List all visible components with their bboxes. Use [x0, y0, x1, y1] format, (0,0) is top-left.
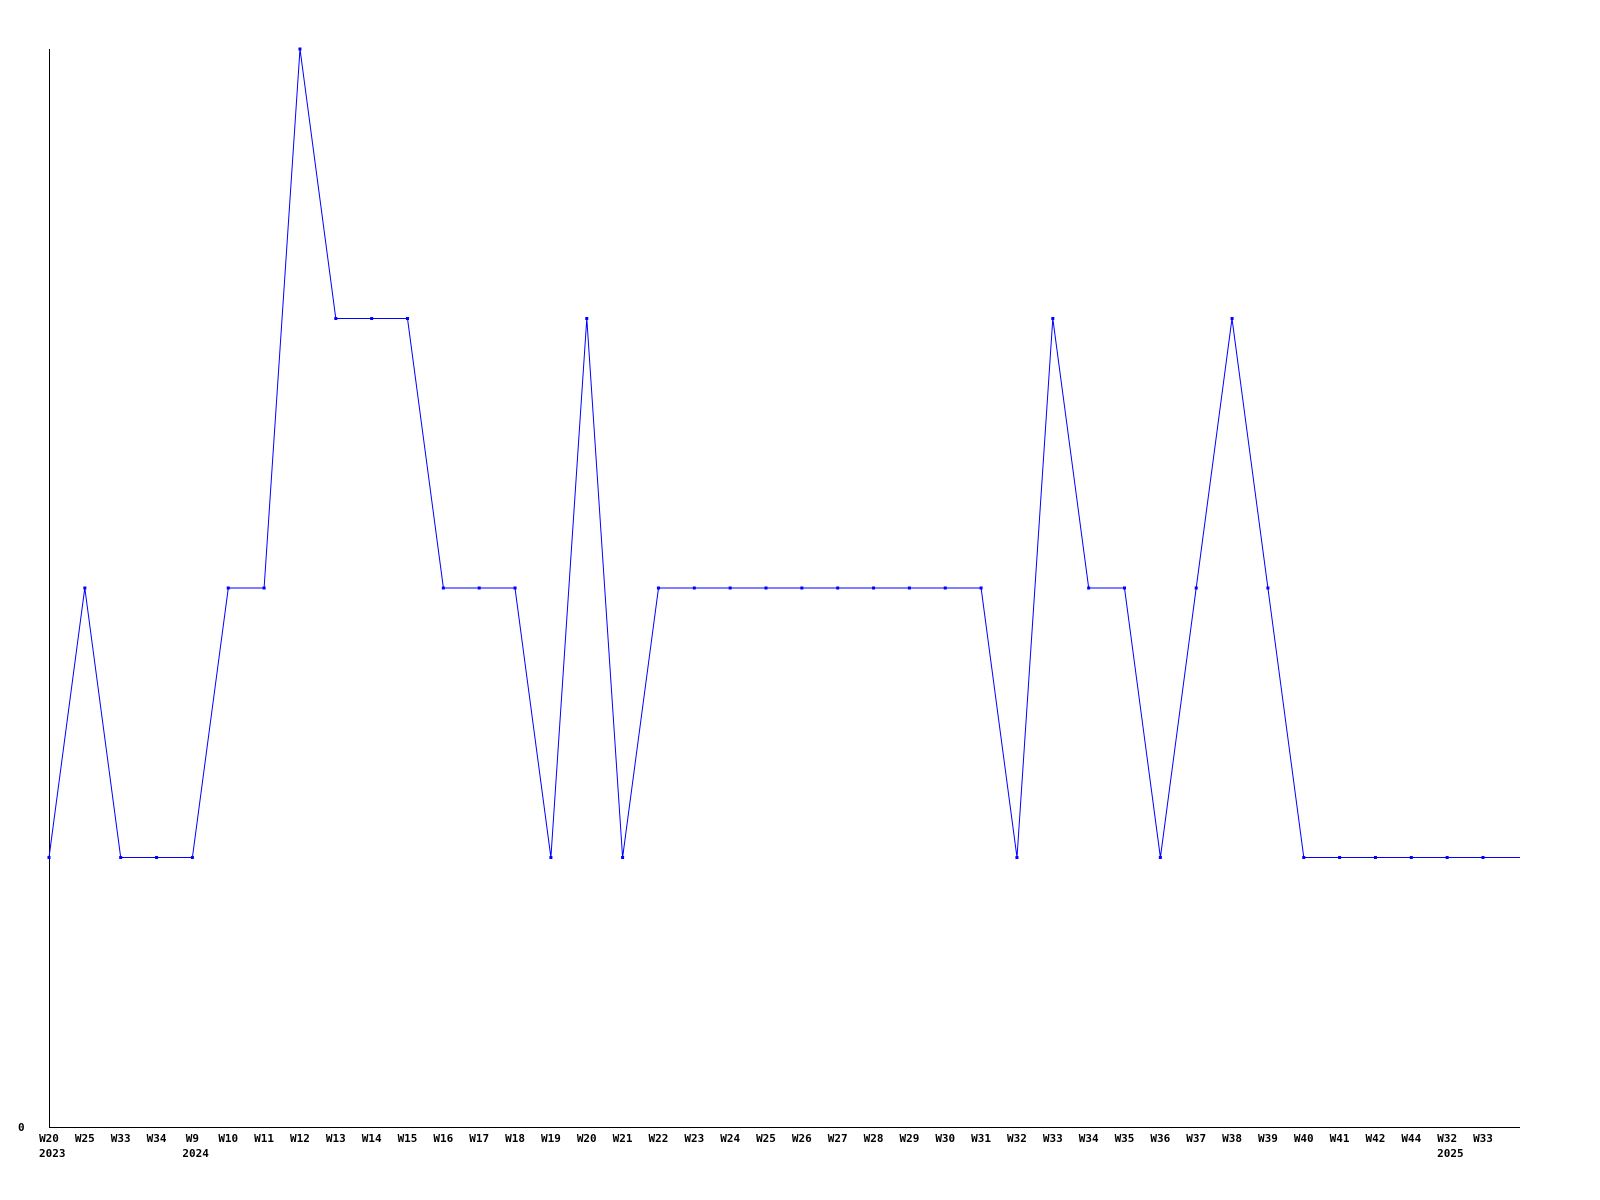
x-tick-label: W16 — [433, 1132, 453, 1145]
x-tick-label: W44 — [1401, 1132, 1421, 1145]
x-tick-label: W32 — [1007, 1132, 1027, 1145]
data-point — [155, 856, 159, 859]
x-tick-label: W33 — [1473, 1132, 1493, 1145]
x-tick-label: W25 — [75, 1132, 95, 1145]
x-tick-label: W24 — [720, 1132, 740, 1145]
data-point — [1409, 856, 1413, 859]
data-point — [692, 586, 696, 590]
x-tick-label: W38 — [1222, 1132, 1242, 1145]
x-tick-label: W9 — [186, 1132, 199, 1145]
data-point — [1194, 586, 1198, 590]
data-point — [1230, 317, 1234, 320]
data-point — [190, 856, 194, 859]
data-point — [872, 586, 876, 590]
data-point — [1123, 586, 1126, 590]
data-point — [979, 586, 983, 590]
y-tick-label-0: 0 — [18, 1121, 25, 1134]
data-point — [119, 856, 123, 859]
data-point — [1445, 856, 1449, 859]
data-point — [1338, 856, 1342, 859]
data-point — [1015, 856, 1019, 859]
x-tick-label: W21 — [613, 1132, 633, 1145]
year-label: 2025 — [1437, 1147, 1464, 1160]
x-tick-label: W27 — [828, 1132, 848, 1145]
series-line — [48, 48, 1520, 858]
year-label: 2023 — [39, 1147, 66, 1160]
data-point — [334, 317, 338, 320]
data-point — [370, 317, 374, 320]
data-point — [585, 317, 589, 320]
data-point — [728, 586, 732, 590]
x-tick-label: W37 — [1186, 1132, 1206, 1145]
data-point — [83, 586, 87, 590]
x-tick-label: W34 — [1079, 1132, 1099, 1145]
x-tick-label: W32 — [1437, 1132, 1457, 1145]
year-label: 2024 — [182, 1147, 209, 1160]
x-tick-label: W22 — [649, 1132, 669, 1145]
x-tick-label: W33 — [111, 1132, 131, 1145]
data-point — [262, 586, 266, 590]
x-tick-label: W34 — [147, 1132, 167, 1145]
data-point — [477, 586, 481, 590]
data-point — [621, 856, 625, 859]
x-tick-label: W17 — [469, 1132, 489, 1145]
data-point — [764, 586, 768, 590]
data-point — [298, 47, 302, 51]
data-point — [47, 856, 51, 859]
x-tick-label: W29 — [899, 1132, 919, 1145]
x-tick-label: W39 — [1258, 1132, 1278, 1145]
x-tick-label: W28 — [864, 1132, 884, 1145]
x-tick-label: W33 — [1043, 1132, 1063, 1145]
x-tick-label: W23 — [684, 1132, 704, 1145]
data-point — [1266, 586, 1270, 590]
x-tick-label: W25 — [756, 1132, 776, 1145]
x-tick-label: W19 — [541, 1132, 561, 1145]
x-tick-label: W13 — [326, 1132, 346, 1145]
x-tick-label: W40 — [1294, 1132, 1314, 1145]
data-point — [1087, 586, 1091, 590]
x-tick-label: W26 — [792, 1132, 812, 1145]
x-tick-label: W14 — [362, 1132, 382, 1145]
data-point — [549, 856, 553, 859]
x-tick-label: W15 — [398, 1132, 418, 1145]
data-point — [800, 586, 804, 590]
data-point — [441, 586, 445, 590]
x-tick-label: W35 — [1115, 1132, 1135, 1145]
data-point — [513, 586, 517, 590]
data-point — [907, 586, 911, 590]
data-point — [943, 586, 947, 590]
data-point — [1302, 856, 1306, 859]
data-point — [1481, 856, 1485, 859]
x-tick-label: W12 — [290, 1132, 310, 1145]
data-point — [226, 586, 230, 590]
x-tick-label: W20 — [577, 1132, 597, 1145]
x-tick-label: W31 — [971, 1132, 991, 1145]
data-point — [406, 317, 409, 320]
x-tick-label: W20 — [39, 1132, 59, 1145]
data-point — [836, 586, 840, 590]
data-point — [656, 586, 660, 590]
data-point — [1158, 856, 1162, 859]
x-tick-label: W42 — [1366, 1132, 1386, 1145]
x-tick-label: W36 — [1150, 1132, 1170, 1145]
data-point — [1373, 856, 1377, 859]
x-tick-label: W10 — [218, 1132, 238, 1145]
x-tick-label: W18 — [505, 1132, 525, 1145]
x-tick-label: W11 — [254, 1132, 274, 1145]
x-tick-label: W41 — [1330, 1132, 1350, 1145]
data-point — [1051, 317, 1055, 320]
x-tick-label: W30 — [935, 1132, 955, 1145]
